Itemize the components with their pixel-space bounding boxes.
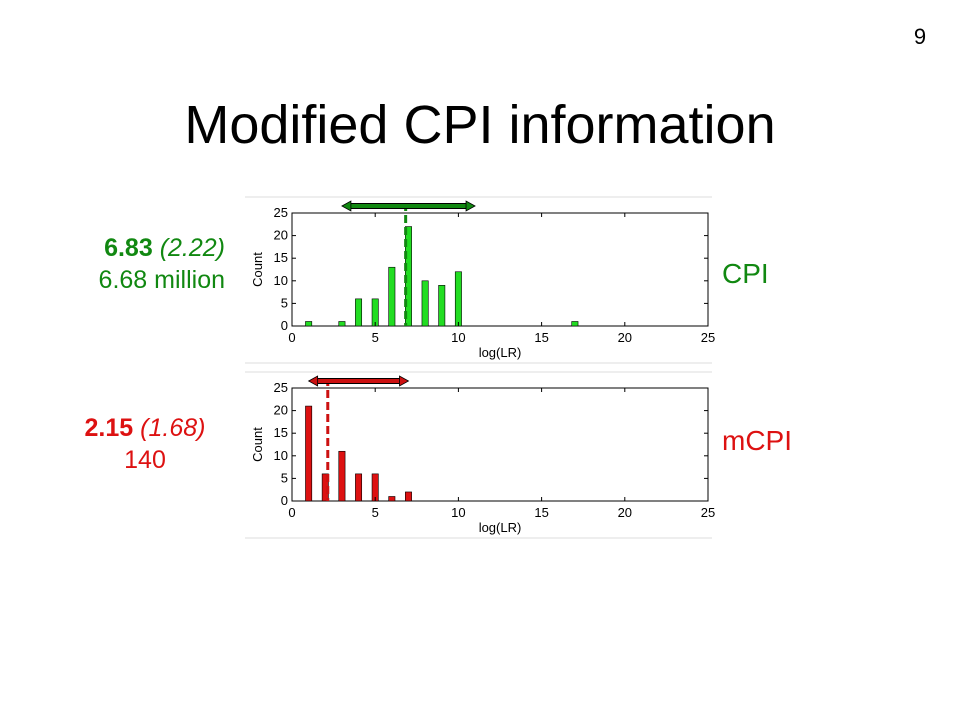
cpi-bar [371,298,379,327]
mcpi-xtick-label: 0 [288,505,295,520]
mcpi-stats: 2.15 (1.68) 140 [60,412,230,476]
mcpi-xtick-label: 10 [451,505,465,520]
cpi-ytick-label: 5 [281,295,288,310]
cpi-ytick-label: 0 [281,318,288,333]
mcpi-ytick-label: 0 [281,493,288,508]
mcpi-total: 140 [124,446,166,474]
mcpi-ytick-label: 20 [274,403,288,418]
mcpi-xtick-label: 25 [701,505,715,520]
mcpi-xtick-label: 20 [618,505,632,520]
cpi-bar [355,298,363,327]
cpi-xtick-label: 25 [701,330,715,345]
cpi-bar [454,271,462,327]
mcpi-histogram: 0 5 10 15 20 25 0 5 10 15 20 25 log(LR) Count [245,371,715,539]
mcpi-mean: 2.15 [84,414,134,442]
cpi-axes-box [291,212,709,327]
cpi-range-arrow-right-head [465,200,476,212]
cpi-bar [338,321,346,327]
mcpi-bar [355,473,363,502]
page-number: 9 [913,24,927,49]
mcpi-ytick-label: 5 [281,470,288,485]
cpi-ytick-label: 10 [274,273,288,288]
cpi-bar [305,321,313,327]
cpi-ytick-label: 20 [274,228,288,243]
mcpi-sd: (1.68) [140,414,206,442]
mcpi-ylabel: Count [250,427,265,462]
mcpi-xlabel: log(LR) [479,520,522,535]
mcpi-bar [338,450,346,502]
cpi-xtick-label: 10 [451,330,465,345]
cpi-xtick-label: 15 [534,330,548,345]
mcpi-label: mCPI [722,425,792,456]
cpi-bar [388,266,396,327]
cpi-label: CPI [722,258,769,289]
cpi-ylabel: Count [250,252,265,287]
cpi-xlabel: log(LR) [479,345,522,360]
mcpi-ytick-label: 25 [274,380,288,395]
mcpi-xtick-label: 5 [372,505,379,520]
cpi-total: 6.68 million [98,266,225,294]
cpi-ytick-label: 15 [274,250,288,265]
cpi-histogram: 0 5 10 15 20 25 0 5 10 15 20 25 log(LR) Count [245,196,715,364]
mcpi-range-arrow-left-head [307,375,319,387]
cpi-sd: (2.22) [159,234,225,262]
cpi-bar [421,280,429,327]
cpi-xtick-label: 5 [372,330,379,345]
mcpi-bar [371,473,379,502]
mcpi-bar [388,496,396,502]
cpi-stats: 6.83 (2.22) 6.68 million [55,232,225,296]
mcpi-bar [405,491,412,502]
cpi-xtick-label: 0 [288,330,295,345]
mcpi-ytick-label: 15 [274,425,288,440]
mcpi-axes-box [291,387,709,502]
mcpi-bar [305,405,313,502]
cpi-bar [571,321,579,327]
cpi-ytick-label: 25 [274,205,288,220]
cpi-mean: 6.83 [104,234,153,262]
cpi-xtick-label: 20 [618,330,632,345]
mcpi-xtick-label: 15 [534,505,548,520]
cpi-range-arrow-left-head [341,200,352,212]
cpi-bar [438,285,446,327]
slide-title: Modified CPI information [184,95,776,155]
mcpi-range-arrow-right-head [399,375,410,387]
mcpi-ytick-label: 10 [274,448,288,463]
